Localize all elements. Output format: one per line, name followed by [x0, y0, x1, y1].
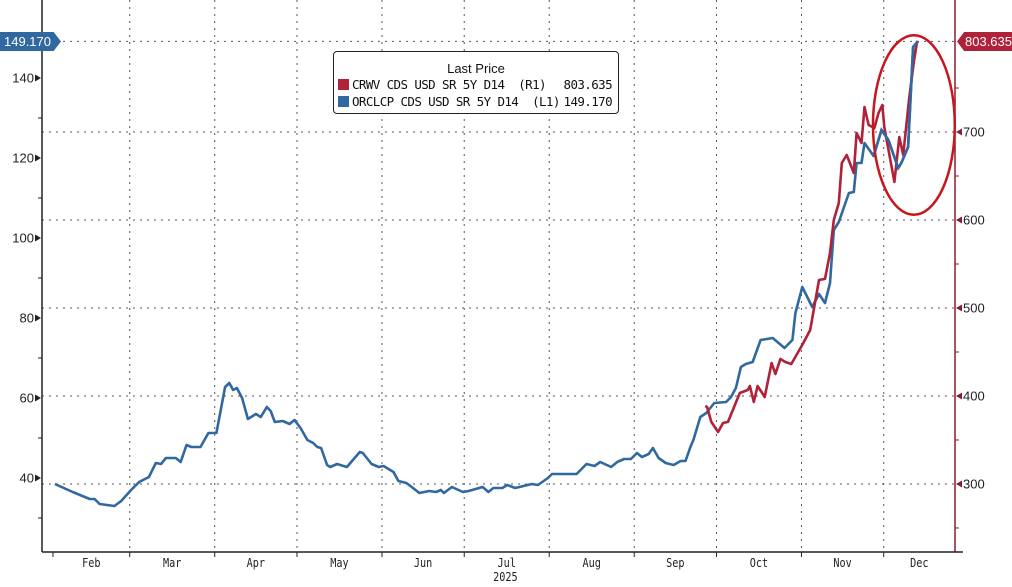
x-axis-year-label: 2025	[493, 570, 518, 584]
legend-label-crwv: CRWV CDS USD SR 5Y D14	[352, 77, 505, 92]
last-price-tag-orclcp: 149.170	[0, 32, 61, 51]
y-left-tick	[35, 74, 41, 82]
legend-value-crwv: 803.635	[563, 77, 613, 92]
legend-title: Last Price	[447, 61, 505, 76]
legend-value-orclcp: 149.170	[563, 94, 613, 109]
x-tick-label: May	[330, 556, 349, 570]
y-right-tick-label: 600	[963, 212, 985, 227]
y-right-tick	[956, 392, 962, 400]
y-right-tick-label: 400	[963, 388, 985, 403]
y-left-tick-label: 120	[12, 151, 34, 166]
series-line-orclcp-tail	[872, 40, 919, 171]
legend-item-orclcp: ORCLCP CDS USD SR 5Y D14 (L1) 149.170	[334, 93, 618, 110]
series-line-orclcp	[54, 40, 919, 508]
annotation-ellipse	[871, 33, 957, 216]
x-tick-label: Aug	[583, 556, 601, 570]
y-right-tick-label: 700	[963, 124, 985, 139]
x-tick-label: Mar	[163, 556, 182, 570]
x-tick-label: Jul	[498, 556, 516, 570]
y-left-tick-label: 40	[20, 471, 34, 486]
y-left-tick-label: 140	[12, 71, 34, 86]
legend-axis-crwv: (R1)	[518, 77, 546, 92]
x-tick-label: Apr	[247, 556, 266, 570]
x-tick-label: Nov	[833, 556, 852, 570]
legend-label-orclcp: ORCLCP CDS USD SR 5Y D14	[352, 94, 519, 109]
y-left-tick	[35, 394, 41, 402]
y-left-tick-label: 100	[12, 231, 34, 246]
y-right-tick	[956, 480, 962, 488]
series-line-crwv	[704, 40, 919, 434]
legend-axis-orclcp: (L1)	[532, 94, 560, 109]
y-left-tick-label: 60	[20, 391, 34, 406]
legend-item-crwv: CRWV CDS USD SR 5Y D14 (R1) 803.635	[334, 76, 618, 93]
legend-swatch-orclcp	[338, 96, 349, 107]
legend: Last Price CRWV CDS USD SR 5Y D14 (R1) 8…	[333, 51, 619, 114]
y-right-tick-label: 500	[963, 300, 985, 315]
x-tick-label: Jun	[414, 556, 432, 570]
y-right-tick	[956, 304, 962, 312]
last-price-tag-crwv: 803.635	[957, 32, 1012, 51]
x-tick-label: Sep	[666, 556, 685, 570]
y-left-tick	[35, 154, 41, 162]
y-left-tick	[35, 474, 41, 482]
y-right-tick	[956, 128, 962, 136]
x-tick-label: Feb	[82, 556, 101, 570]
legend-swatch-crwv	[338, 79, 349, 90]
y-left-tick	[35, 314, 41, 322]
y-right-tick	[956, 216, 962, 224]
y-left-tick	[35, 234, 41, 242]
x-tick-label: Oct	[750, 556, 768, 570]
y-left-tick-label: 80	[20, 311, 34, 326]
y-right-tick-label: 300	[963, 476, 985, 491]
x-tick-label: Dec	[910, 556, 928, 570]
